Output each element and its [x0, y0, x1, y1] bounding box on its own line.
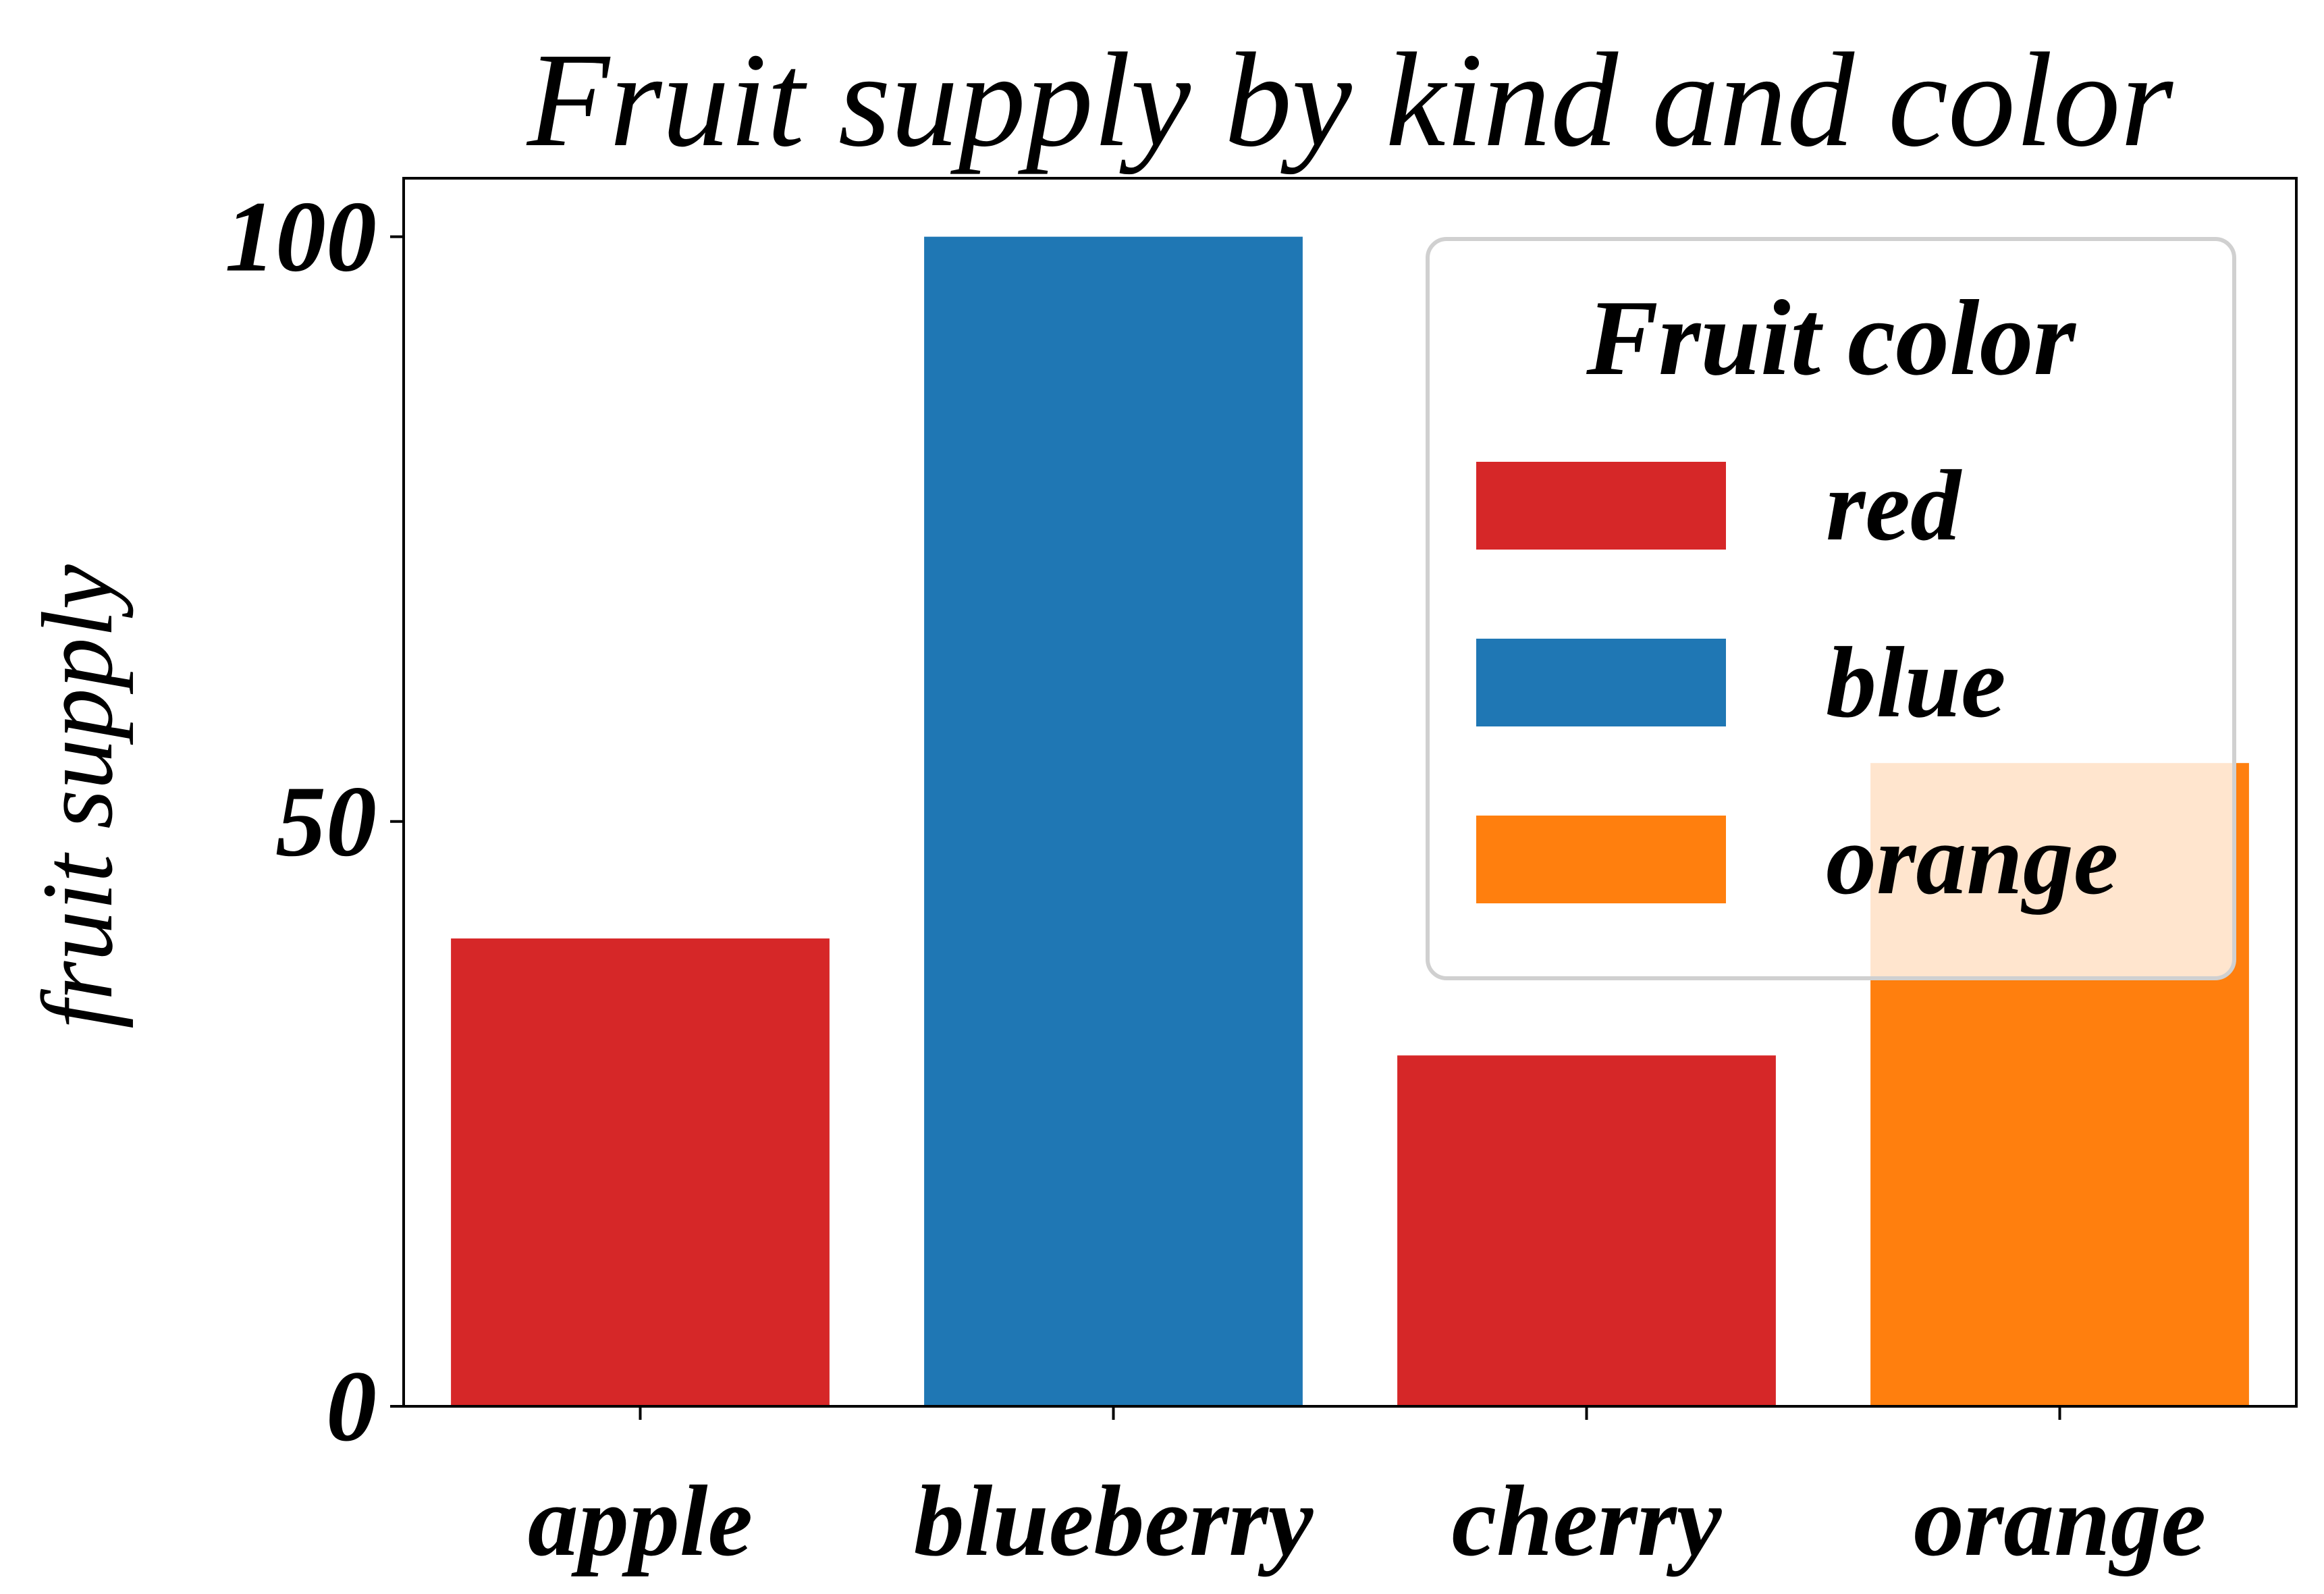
legend-swatch-red — [1476, 462, 1726, 550]
legend-box — [1426, 237, 2236, 980]
y-tick-label-50: 50 — [275, 766, 377, 878]
x-tick-label-apple: apple — [528, 1465, 753, 1577]
bar-apple — [451, 938, 830, 1406]
bar-cherry — [1397, 1055, 1776, 1406]
plot-frame — [402, 177, 2298, 1408]
legend-label-orange: orange — [1826, 803, 2118, 915]
y-tick-label-0: 0 — [326, 1350, 377, 1462]
axes-layer: 0 50 100 apple blueberry cherry orange — [225, 177, 2298, 1577]
legend-label-red: red — [1826, 450, 1962, 562]
y-axis-label: fruit supply — [22, 564, 134, 1029]
legend-title: Fruit color — [1586, 277, 2076, 398]
y-tick-label-100: 100 — [225, 181, 377, 293]
legend: Fruit color red blue orange — [1426, 237, 2236, 980]
chart-title: Fruit supply by kind and color — [526, 26, 2174, 175]
bar-blueberry — [924, 236, 1303, 1407]
x-tick-label-orange: orange — [1914, 1465, 2206, 1577]
legend-swatch-blue — [1476, 639, 1726, 726]
x-tick-label-blueberry: blueberry — [914, 1465, 1314, 1577]
legend-swatch-orange — [1476, 816, 1726, 903]
legend-label-blue: blue — [1826, 627, 2006, 739]
x-tick-label-cherry: cherry — [1452, 1465, 1723, 1577]
